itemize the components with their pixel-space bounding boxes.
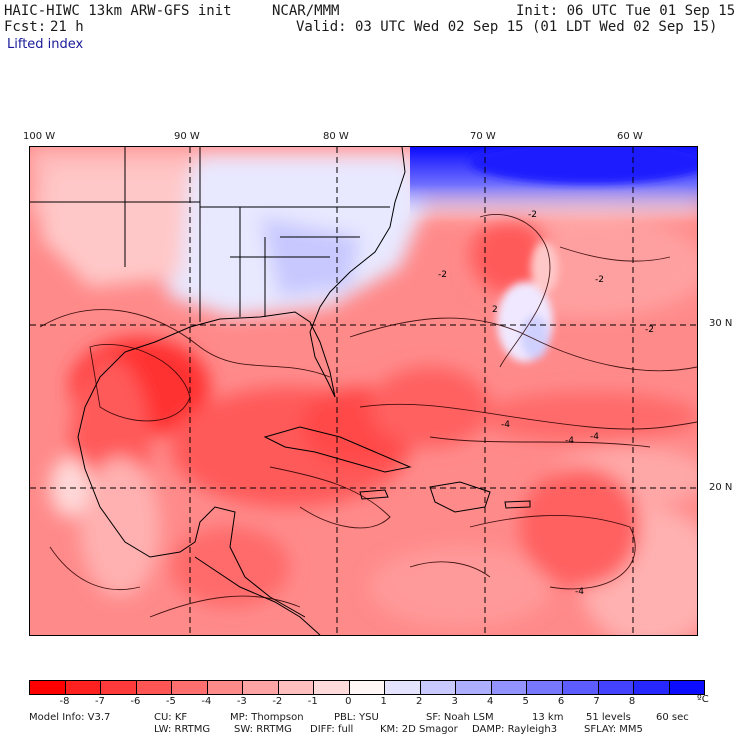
mp-scheme: MP: Thompson [230, 712, 304, 723]
lon-label: 90 W [174, 131, 200, 142]
colorbar-swatch [669, 681, 705, 694]
colorbar-swatch [456, 681, 492, 694]
colorbar-swatch [172, 681, 208, 694]
colorbar-swatch [385, 681, 421, 694]
diff-option: DIFF: full [310, 724, 354, 735]
colorbar-swatch [420, 681, 457, 694]
colorbar-swatch [527, 681, 563, 694]
sw-scheme: SW: RRTMG [234, 724, 292, 735]
contour-label: -4 [501, 420, 510, 430]
colorbar-swatch [30, 681, 66, 694]
colorbar-swatch [349, 681, 386, 694]
lat-label: 20 N [709, 482, 733, 493]
colorbar-tick: -4 [201, 696, 212, 707]
vertical-levels: 51 levels [586, 712, 631, 723]
colorbar-swatch [65, 681, 102, 694]
colorbar-tick: 1 [380, 696, 387, 707]
contours [39, 214, 697, 618]
contour-label: -4 [565, 436, 574, 446]
colorbar-swatch [278, 681, 315, 694]
contour-label: -2 [438, 270, 447, 280]
colorbar-swatch [562, 681, 599, 694]
colorbar-tick: 5 [522, 696, 529, 707]
colorbar-tick: -7 [94, 696, 105, 707]
lon-label: 100 W [23, 131, 56, 142]
lon-label: 70 W [470, 131, 496, 142]
colorbar-tick: 4 [486, 696, 494, 707]
colorbar [29, 680, 705, 695]
colorbar-tick: 6 [557, 696, 565, 707]
forecast-hour: 21 h [50, 19, 84, 35]
contour-label: -2 [595, 275, 604, 285]
time-step: 60 sec [656, 712, 689, 723]
lifted-index-map: -2 -2 -2 2 -4 -4 -4 -2 -4 [29, 146, 698, 636]
init-time: Init: 06 UTC Tue 01 Sep 15 [516, 3, 736, 19]
field-name: Lifted index [7, 37, 84, 52]
pbl-scheme: PBL: YSU [334, 712, 379, 723]
forecast-label: Fcst: [4, 19, 47, 35]
colorbar-swatch [101, 681, 137, 694]
contour-label: 2 [492, 305, 498, 315]
colorbar-tick: 8 [628, 696, 636, 707]
colorbar-tick: -8 [59, 696, 70, 707]
lon-label: 60 W [617, 131, 643, 142]
lat-label: 30 N [709, 318, 733, 329]
model-title: HAIC-HIWC 13km ARW-GFS init [4, 3, 232, 19]
colorbar-swatch [136, 681, 173, 694]
lat-lon-grid [30, 147, 697, 635]
colorbar-swatch [207, 681, 244, 694]
contour-label: -4 [590, 432, 599, 442]
colorbar-swatch [491, 681, 528, 694]
colorbar-tick: -2 [272, 696, 283, 707]
contour-label: -2 [528, 210, 537, 220]
colorbar-tick: -1 [307, 696, 318, 707]
colorbar-tick: 0 [345, 696, 352, 707]
stable-core [470, 147, 697, 184]
model-info: Model Info: V3.7 [29, 712, 111, 723]
contour-label: -4 [575, 587, 584, 597]
colorbar-swatch [598, 681, 635, 694]
coastlines [30, 147, 531, 635]
valid-time: Valid: 03 UTC Wed 02 Sep 15 (01 LDT Wed … [296, 19, 718, 35]
colorbar-tick: -3 [236, 696, 247, 707]
colorbar-tick: -6 [130, 696, 141, 707]
sf-scheme: SF: Noah LSM [426, 712, 494, 723]
colorbar-swatch [314, 681, 350, 694]
contour-labels: -2 -2 -2 2 -4 -4 -4 -2 -4 [438, 210, 654, 597]
colorbar-tick: 7 [593, 696, 600, 707]
lw-scheme: LW: RRTMG [154, 724, 211, 735]
colorbar-tick: -5 [165, 696, 176, 707]
cu-scheme: CU: KF [154, 712, 188, 723]
contour-label: -2 [645, 325, 654, 335]
colorbar-unit: ºC [697, 694, 709, 705]
damp-option: DAMP: Rayleigh3 [472, 724, 558, 735]
sflay-option: SFLAY: MM5 [584, 724, 643, 735]
colorbar-tick: 3 [451, 696, 458, 707]
org-label: NCAR/MMM [272, 3, 340, 19]
km-option: KM: 2D Smagor [380, 724, 458, 735]
colorbar-swatch [634, 681, 670, 694]
colorbar-swatch [243, 681, 279, 694]
colorbar-tick: 2 [416, 696, 423, 707]
lon-label: 80 W [323, 131, 349, 142]
grid-spacing: 13 km [532, 712, 564, 723]
